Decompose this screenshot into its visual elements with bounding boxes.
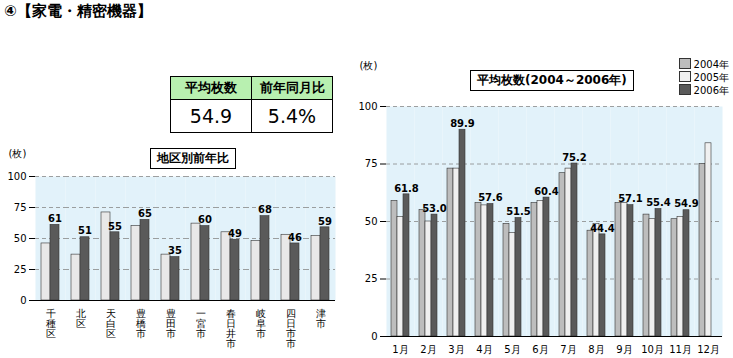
html-text:平均枚数(2004～2006年): 平均枚数(2004～2006年) [477, 73, 627, 87]
svg-text:12月: 12月 [697, 344, 720, 355]
svg-text:岐阜市: 岐阜市 [256, 308, 266, 339]
svg-text:68: 68 [258, 204, 272, 215]
svg-text:65: 65 [138, 208, 152, 219]
svg-text:75: 75 [14, 202, 27, 213]
svg-text:北区: 北区 [76, 308, 86, 329]
svg-text:春日井市: 春日井市 [226, 308, 236, 349]
svg-text:100: 100 [358, 101, 377, 112]
html-text:④【家電・精密機器】: ④【家電・精密機器】 [4, 2, 152, 20]
svg-text:60: 60 [198, 214, 212, 225]
html-text:5.4%: 5.4% [267, 105, 317, 127]
svg-text:0: 0 [20, 295, 26, 306]
svg-text:10月: 10月 [641, 344, 664, 355]
svg-text:89.9: 89.9 [450, 118, 475, 129]
html-text:地区別前年比: 地区別前年比 [157, 151, 229, 165]
svg-text:豊田市: 豊田市 [166, 308, 176, 339]
svg-text:天白区: 天白区 [106, 308, 116, 339]
svg-text:35: 35 [168, 245, 182, 256]
svg-text:46: 46 [288, 232, 302, 243]
svg-text:25: 25 [365, 273, 378, 284]
svg-text:54.9: 54.9 [674, 198, 699, 209]
svg-text:51.5: 51.5 [506, 206, 531, 217]
svg-text:50: 50 [365, 216, 378, 227]
html-text:平均枚数: 平均枚数 [185, 80, 237, 95]
html-text:54.9: 54.9 [189, 105, 233, 127]
svg-text:千種区: 千種区 [46, 308, 56, 339]
svg-text:55: 55 [108, 221, 122, 232]
svg-text:6月: 6月 [532, 344, 548, 355]
svg-text:55.4: 55.4 [646, 197, 671, 208]
svg-text:(枚): (枚) [360, 60, 378, 71]
svg-text:75.2: 75.2 [562, 152, 587, 163]
svg-text:25: 25 [14, 264, 27, 275]
svg-text:50: 50 [14, 233, 27, 244]
svg-text:津市: 津市 [316, 308, 326, 329]
svg-text:53.0: 53.0 [422, 203, 447, 214]
html-text:2005年: 2005年 [693, 72, 729, 83]
html-text:前年同月比: 前年同月比 [259, 80, 325, 95]
svg-text:59: 59 [318, 216, 332, 227]
svg-text:61.8: 61.8 [394, 183, 419, 194]
svg-text:(枚): (枚) [9, 148, 27, 159]
svg-text:四日市市: 四日市市 [286, 308, 296, 349]
svg-text:75: 75 [365, 158, 378, 169]
svg-text:一宮市: 一宮市 [196, 308, 206, 339]
svg-text:61: 61 [48, 213, 62, 224]
svg-text:4月: 4月 [476, 344, 492, 355]
svg-text:豊橋市: 豊橋市 [136, 308, 146, 339]
svg-text:2月: 2月 [420, 344, 436, 355]
svg-text:8月: 8月 [588, 344, 604, 355]
svg-text:1月: 1月 [392, 344, 408, 355]
svg-text:5月: 5月 [504, 344, 520, 355]
html-text:2006年: 2006年 [693, 85, 729, 96]
svg-text:3月: 3月 [448, 344, 464, 355]
html-text:2004年: 2004年 [693, 59, 729, 70]
svg-text:100: 100 [7, 171, 26, 182]
svg-text:49: 49 [228, 228, 242, 239]
svg-text:60.4: 60.4 [534, 186, 559, 197]
svg-text:44.4: 44.4 [590, 223, 615, 234]
svg-text:7月: 7月 [560, 344, 576, 355]
svg-text:11月: 11月 [669, 344, 692, 355]
svg-text:0: 0 [371, 331, 377, 342]
svg-text:9月: 9月 [616, 344, 632, 355]
svg-text:57.1: 57.1 [618, 193, 643, 204]
svg-text:51: 51 [78, 225, 92, 236]
svg-text:57.6: 57.6 [478, 192, 503, 203]
